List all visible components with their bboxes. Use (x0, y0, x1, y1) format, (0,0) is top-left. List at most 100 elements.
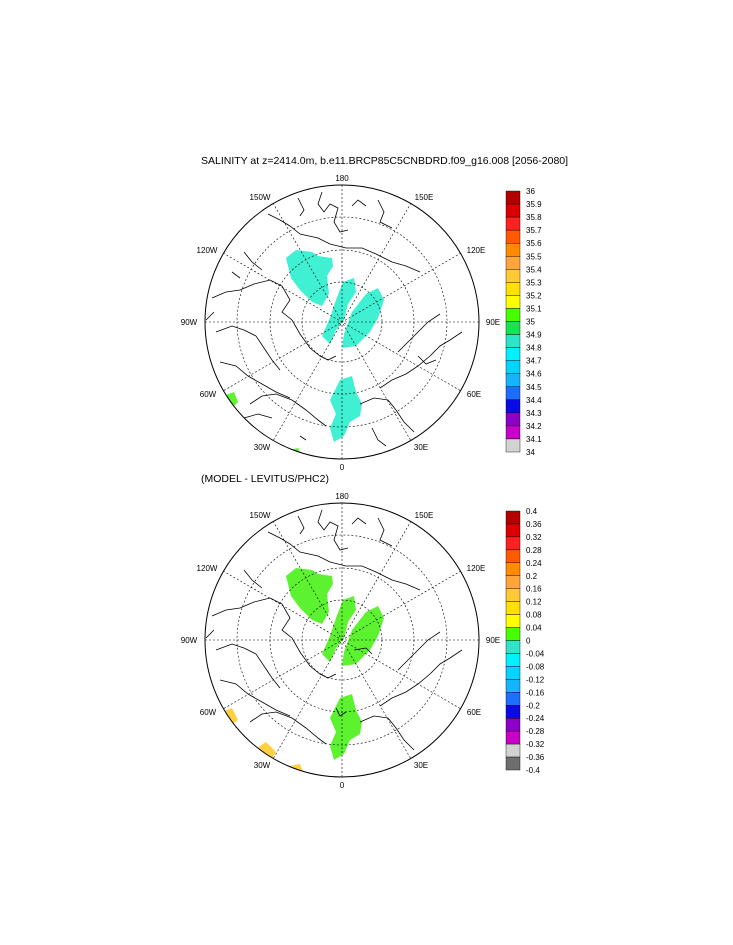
top-field-patch-greenland-sea (330, 376, 362, 442)
top-colorbar-label: 34 (526, 448, 535, 457)
bottom-field-patch-central (322, 596, 356, 662)
top-colorbar-label: 34.2 (526, 422, 542, 431)
top-colorbar-label: 34.3 (526, 409, 542, 418)
top-label-120e: 120E (467, 246, 486, 255)
top-colorbar-box (505, 295, 521, 309)
bottom-colorbar: 0.4 0.36 0.32 0.28 0.24 0.2 0.16 0.12 0.08 0.04 0 -… (505, 507, 545, 775)
top-map-fields (205, 185, 479, 459)
top-colorbar-label: 35.4 (526, 265, 542, 274)
top-colorbar-label: 34.7 (526, 357, 542, 366)
bottom-label-120w: 120W (197, 564, 218, 573)
bottom-colorbar-box (505, 588, 521, 602)
bottom-field-patch-greenland-sea (330, 694, 362, 760)
bottom-colorbar-box (505, 679, 521, 693)
bottom-map-fields (205, 503, 479, 777)
bottom-colorbar-label: -0.12 (526, 675, 545, 684)
top-colorbar-box (505, 399, 521, 414)
bottom-map-border (204, 502, 480, 778)
bottom-colorbar-label: 0.12 (526, 598, 542, 607)
top-colorbar-label: 35.8 (526, 213, 542, 222)
bottom-label-150e: 150E (415, 511, 434, 520)
top-colorbar-label: 34.6 (526, 370, 542, 379)
top-label-30e: 30E (414, 443, 428, 452)
top-colorbar-box (505, 308, 521, 322)
top-label-90e: 90E (486, 318, 500, 327)
top-colorbar: 36 35.9 35.8 35.7 35.6 35.5 35.4 35.3 35.2 35.1 35… (505, 187, 542, 457)
bottom-colorbar-label: 0.36 (526, 520, 542, 529)
top-label-60e: 60E (467, 390, 481, 399)
top-colorbar-label: 34.4 (526, 396, 542, 405)
top-label-150w: 150W (250, 193, 271, 202)
bottom-field-patch-canada-basin (286, 568, 333, 624)
bottom-colorbar-label: -0.2 (526, 701, 540, 710)
bottom-colorbar-box (505, 640, 521, 654)
top-label-180: 180 (335, 174, 349, 183)
bottom-label-30e: 30E (414, 761, 428, 770)
top-colorbar-label: 34.5 (526, 383, 542, 392)
bottom-colorbar-box (505, 666, 521, 680)
bottom-colorbar-box (505, 614, 521, 628)
top-colorbar-label: 35.1 (526, 304, 542, 313)
top-colorbar-box (505, 360, 521, 374)
top-label-120w: 120W (197, 246, 218, 255)
top-colorbar-box (505, 269, 521, 283)
bottom-colorbar-label: 0.04 (526, 624, 542, 633)
top-map: 180 150W 150E 120W 120E 90W 90E 60W 60E … (181, 174, 542, 472)
top-colorbar-box (505, 203, 521, 218)
bottom-label-90w: 90W (181, 636, 198, 645)
top-colorbar-label: 34.8 (526, 344, 542, 353)
bottom-colorbar-label: -0.32 (526, 740, 545, 749)
top-colorbar-box (505, 425, 521, 440)
bottom-colorbar-box (505, 756, 521, 771)
top-label-0: 0 (340, 463, 345, 472)
top-field-patch-canada-basin (286, 250, 333, 306)
bottom-colorbar-label: 0.24 (526, 559, 542, 568)
bottom-label-30w: 30W (254, 761, 271, 770)
top-colorbar-box (505, 412, 521, 427)
top-colorbar-box (505, 373, 521, 387)
top-map-border (204, 184, 480, 460)
top-label-30w: 30W (254, 443, 271, 452)
bottom-colorbar-box (505, 718, 521, 732)
top-colorbar-box (505, 386, 521, 401)
top-colorbar-box (505, 216, 521, 231)
top-field-patch-central (322, 278, 356, 344)
bottom-map: 180 150W 150E 120W 120E 90W 90E 60W 60E … (181, 492, 545, 790)
top-colorbar-label: 36 (526, 187, 535, 196)
bottom-colorbar-label: -0.36 (526, 753, 545, 762)
bottom-colorbar-box (505, 575, 521, 589)
bottom-map-title: (MODEL - LEVITUS/PHC2) (201, 473, 329, 485)
bottom-colorbar-box (505, 601, 521, 615)
top-label-90w: 90W (181, 318, 198, 327)
top-colorbar-label: 35.7 (526, 226, 542, 235)
bottom-colorbar-box (505, 692, 521, 706)
bottom-colorbar-box (505, 705, 521, 719)
top-colorbar-label: 35.2 (526, 291, 542, 300)
bottom-colorbar-label: 0.2 (526, 572, 538, 581)
top-field-patch-eurasian (342, 288, 384, 348)
top-colorbar-label: 35.5 (526, 252, 542, 261)
bottom-colorbar-label: -0.24 (526, 714, 545, 723)
bottom-colorbar-label: -0.08 (526, 662, 545, 671)
top-label-60w: 60W (200, 390, 217, 399)
bottom-colorbar-box (505, 743, 521, 758)
bottom-colorbar-label: 0.08 (526, 611, 542, 620)
top-graticule (205, 185, 479, 459)
top-colorbar-box (505, 438, 521, 453)
top-colorbar-box (505, 229, 521, 244)
bottom-label-0: 0 (340, 781, 345, 790)
top-colorbar-box (505, 190, 521, 205)
top-colorbar-label: 35.6 (526, 239, 542, 248)
bottom-label-120e: 120E (467, 564, 486, 573)
bottom-label-90e: 90E (486, 636, 500, 645)
bottom-colorbar-box (505, 549, 521, 563)
bottom-colorbar-box (505, 510, 521, 525)
top-colorbar-label: 35 (526, 318, 535, 327)
bottom-colorbar-label: -0.4 (526, 766, 540, 775)
bottom-colorbar-label: -0.28 (526, 727, 545, 736)
top-colorbar-box (505, 242, 521, 257)
bottom-colorbar-label: 0.28 (526, 546, 542, 555)
bottom-colorbar-box (505, 627, 521, 641)
top-field-patch-labrador (226, 392, 238, 408)
